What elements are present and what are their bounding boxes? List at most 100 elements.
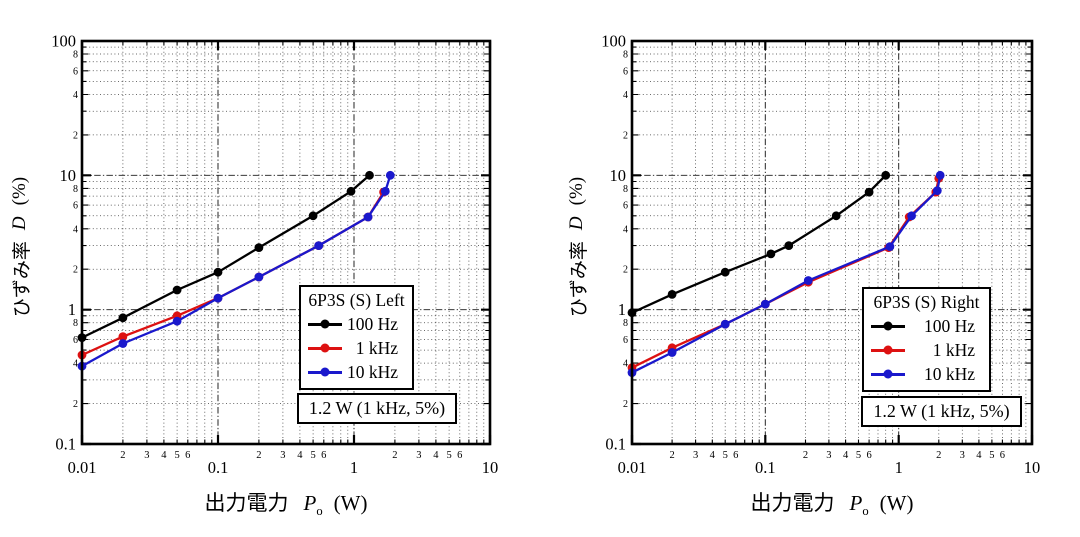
data-point bbox=[172, 316, 182, 326]
svg-text:8: 8 bbox=[73, 184, 78, 195]
line-marker-swatch bbox=[308, 367, 342, 378]
line-marker-swatch bbox=[871, 321, 905, 332]
y-axis-symbol: D bbox=[566, 216, 587, 231]
data-point bbox=[935, 170, 945, 180]
svg-text:4: 4 bbox=[73, 224, 78, 235]
data-point bbox=[308, 211, 318, 221]
y-axis-unit: (%) bbox=[9, 176, 30, 206]
svg-text:10: 10 bbox=[610, 166, 627, 185]
svg-text:6: 6 bbox=[457, 450, 462, 461]
axis-ticks bbox=[80, 41, 492, 446]
legend-label: 100 Hz bbox=[346, 313, 398, 334]
y-axis-title: ひずみ率 D (%) bbox=[564, 67, 590, 427]
svg-text:1: 1 bbox=[350, 458, 358, 477]
data-point bbox=[766, 249, 776, 259]
svg-text:1: 1 bbox=[895, 458, 903, 477]
svg-text:4: 4 bbox=[161, 450, 167, 461]
svg-text:6: 6 bbox=[623, 66, 628, 77]
svg-text:10: 10 bbox=[60, 166, 77, 185]
legend-item-100hz: 100 Hz bbox=[301, 312, 412, 336]
svg-text:6: 6 bbox=[623, 335, 628, 346]
data-point bbox=[667, 348, 677, 357]
svg-text:3: 3 bbox=[693, 450, 698, 461]
x-axis-unit: (W) bbox=[879, 491, 914, 515]
line-marker-swatch bbox=[308, 319, 342, 330]
x-axis-title: 出力電力 Po (W) bbox=[82, 487, 490, 519]
y-axis-title-text: ひずみ率 bbox=[11, 241, 33, 318]
svg-text:6: 6 bbox=[73, 66, 78, 77]
plot-area-right: 0.01 0.1 1 102 3 4 5 6 2 3 4 5 6 2 3 4 5 60.1110100246824… bbox=[601, 32, 1040, 478]
series-10-khz bbox=[627, 170, 945, 377]
data-point bbox=[365, 170, 374, 180]
svg-text:2: 2 bbox=[803, 450, 808, 461]
data-point bbox=[254, 272, 264, 282]
svg-text:5: 5 bbox=[446, 450, 451, 461]
svg-text:2: 2 bbox=[73, 265, 78, 276]
data-point bbox=[932, 186, 942, 196]
legend-label: 1 kHz bbox=[355, 337, 398, 358]
data-point bbox=[784, 241, 794, 251]
legend-label: 10 kHz bbox=[923, 363, 975, 384]
svg-text:5: 5 bbox=[989, 450, 994, 461]
data-point bbox=[885, 242, 895, 252]
x-axis-title-text: 出力電力 bbox=[204, 491, 289, 515]
data-point bbox=[213, 293, 223, 303]
y-axis-title: ひずみ率 D (%) bbox=[7, 67, 33, 427]
series-100-hz bbox=[77, 170, 374, 342]
svg-text:0.1: 0.1 bbox=[55, 435, 76, 454]
legend-label: 100 Hz bbox=[923, 315, 975, 336]
svg-text:6: 6 bbox=[866, 450, 871, 461]
rated-output-annotation: 1.2 W (1 kHz, 5%) bbox=[297, 393, 457, 424]
data-point bbox=[881, 170, 891, 180]
data-point bbox=[720, 319, 730, 329]
svg-text:3: 3 bbox=[280, 450, 285, 461]
legend-item-10khz: 10 kHz bbox=[864, 362, 989, 386]
svg-text:2: 2 bbox=[120, 450, 125, 461]
svg-text:6: 6 bbox=[733, 450, 738, 461]
svg-text:2: 2 bbox=[669, 450, 674, 461]
line-marker-swatch bbox=[871, 369, 905, 380]
axis-tick-labels: 0.01 0.1 1 102 3 4 5 6 2 3 4 5 6 2 3 4 5 60.1110100246824… bbox=[51, 32, 498, 478]
y-axis-unit: (%) bbox=[566, 176, 587, 206]
data-point bbox=[118, 313, 128, 323]
chart-left: 0.01 0.1 1 10 2 3 4 5 6 2 3 4 5 6 2 3 4 5 6 0.1 1 10 100 2 4 6 8 2 4… bbox=[7, 32, 498, 519]
x-axis-symbol: P bbox=[303, 491, 317, 515]
svg-text:4: 4 bbox=[710, 450, 716, 461]
svg-text:8: 8 bbox=[73, 318, 78, 329]
svg-text:2: 2 bbox=[73, 130, 78, 141]
svg-text:4: 4 bbox=[976, 450, 982, 461]
svg-text:8: 8 bbox=[73, 50, 78, 61]
svg-text:10: 10 bbox=[482, 458, 499, 477]
svg-text:5: 5 bbox=[856, 450, 861, 461]
legend: 6P3S (S) Left 100 Hz 1 kHz 10 kHz bbox=[299, 285, 414, 390]
svg-text:2: 2 bbox=[623, 130, 628, 141]
data-point bbox=[346, 186, 356, 196]
data-point bbox=[760, 299, 770, 309]
data-point bbox=[385, 170, 395, 180]
data-point bbox=[363, 212, 373, 222]
svg-text:6: 6 bbox=[1000, 450, 1005, 461]
plot-area-left: 0.01 0.1 1 102 3 4 5 6 2 3 4 5 6 2 3 4 5 60.1110100246824… bbox=[51, 32, 498, 478]
svg-text:8: 8 bbox=[623, 184, 628, 195]
svg-text:2: 2 bbox=[256, 450, 261, 461]
svg-text:3: 3 bbox=[826, 450, 831, 461]
x-axis-title: 出力電力 Po (W) bbox=[632, 487, 1032, 519]
axis-tick-labels: 0.01 0.1 1 102 3 4 5 6 2 3 4 5 6 2 3 4 5 60.1110100246824… bbox=[601, 32, 1040, 478]
data-point bbox=[380, 186, 390, 196]
svg-text:6: 6 bbox=[185, 450, 190, 461]
svg-text:4: 4 bbox=[433, 450, 439, 461]
legend-item-1khz: 1 kHz bbox=[864, 338, 989, 362]
svg-text:8: 8 bbox=[623, 318, 628, 329]
data-point bbox=[803, 276, 813, 285]
svg-text:1: 1 bbox=[68, 300, 76, 319]
data-point bbox=[864, 187, 874, 197]
svg-text:6: 6 bbox=[73, 201, 78, 212]
chart-right: 0.01 0.1 1 10 2 3 4 5 6 2 3 4 5 6 2 3 4 5 6 0.1 1 10 100 2 4 6 8 2 4… bbox=[540, 0, 1080, 537]
svg-text:4: 4 bbox=[843, 450, 849, 461]
grid bbox=[632, 41, 1032, 444]
svg-text:0.1: 0.1 bbox=[208, 458, 229, 477]
data-point bbox=[831, 211, 841, 221]
svg-text:0.1: 0.1 bbox=[755, 458, 776, 477]
x-axis-symbol-subscript: o bbox=[862, 504, 869, 519]
